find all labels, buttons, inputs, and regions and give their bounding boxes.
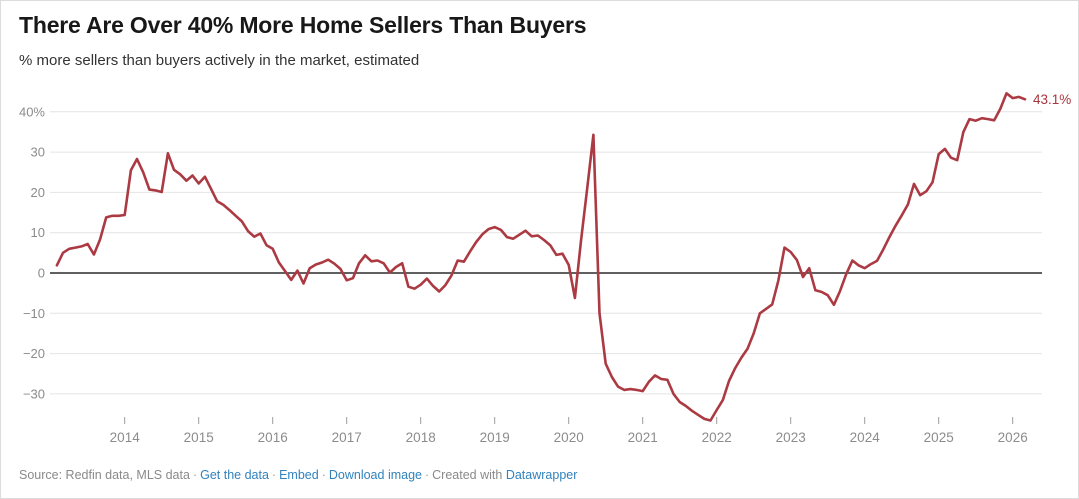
download-image-link[interactable]: Download image (328, 468, 422, 482)
x-axis-label: 2020 (554, 430, 584, 445)
y-axis-label: 30 (31, 145, 45, 160)
created-with-text: Created with (432, 468, 503, 482)
footer: Source: Redfin data, MLS data · Get the da… (19, 468, 577, 482)
x-axis-label: 2018 (406, 430, 436, 445)
chart-subtitle: % more sellers than buyers actively in t… (19, 52, 420, 69)
x-axis-label: 2021 (628, 430, 658, 445)
y-axis-label: 10 (31, 225, 45, 240)
x-axis-label: 2022 (702, 430, 732, 445)
y-axis-label: 40% (19, 104, 45, 119)
x-axis-label: 2019 (480, 430, 510, 445)
end-value-label: 43.1% (1033, 92, 1071, 107)
y-axis-label: −30 (23, 386, 45, 401)
x-axis-label: 2014 (110, 430, 141, 445)
separator-dot: · (271, 468, 277, 482)
get-the-data-link[interactable]: Get the data (200, 468, 269, 482)
y-axis-label: 0 (38, 266, 45, 281)
x-axis-label: 2023 (776, 430, 806, 445)
separator-dot: · (192, 468, 198, 482)
y-axis-label: −20 (23, 346, 45, 361)
separator-dot: · (424, 468, 430, 482)
sellers-vs-buyers-line (55, 92, 1027, 422)
line-chart: 40% 30 20 10 0 −10 −20 −30 2014 2015 2016 2017 2018 2… (19, 92, 1071, 445)
separator-dot: · (321, 468, 326, 482)
embed-link[interactable]: Embed (279, 468, 319, 482)
x-axis-label: 2015 (184, 430, 214, 445)
x-axis-label: 2026 (998, 430, 1028, 445)
x-axis-label: 2017 (332, 430, 362, 445)
x-axis-label: 2024 (850, 430, 881, 445)
y-axis-label: 20 (31, 185, 45, 200)
y-axis-label: −10 (23, 306, 45, 321)
source-text: Source: Redfin data, MLS data (19, 468, 190, 482)
chart-title: There Are Over 40% More Home Sellers Tha… (19, 12, 587, 38)
x-axis-label: 2016 (258, 430, 288, 445)
datawrapper-link[interactable]: Datawrapper (505, 468, 578, 482)
x-axis-label: 2025 (924, 430, 954, 445)
